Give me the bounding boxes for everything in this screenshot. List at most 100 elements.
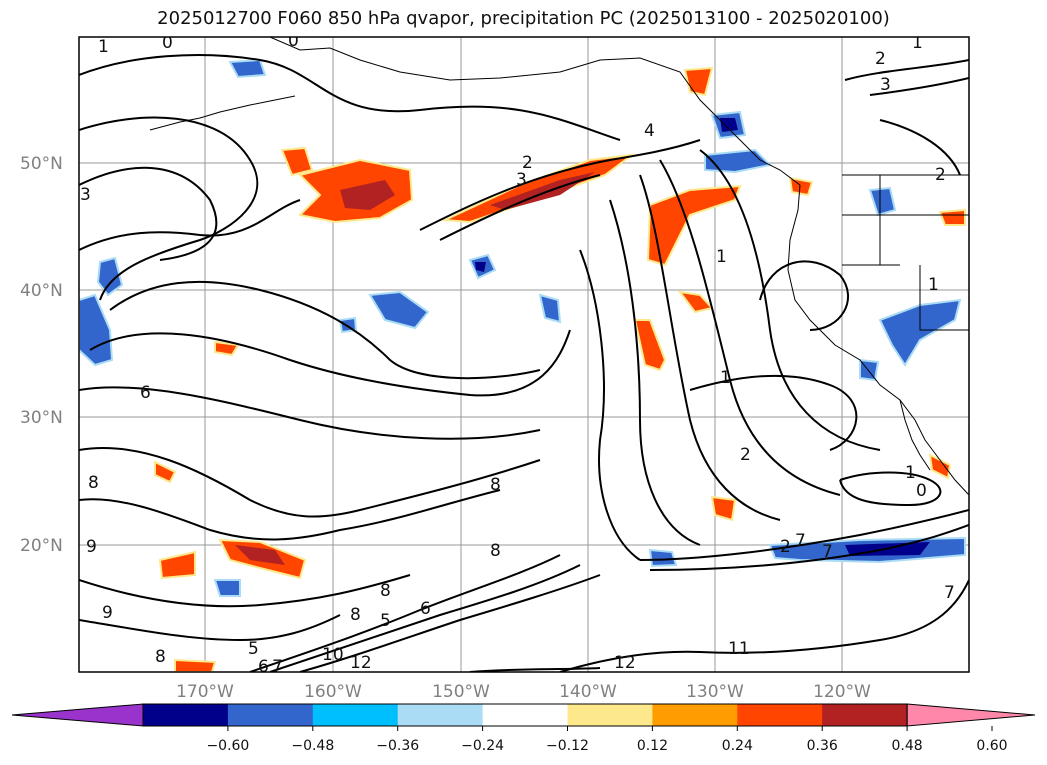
precip-negative-area	[228, 58, 267, 79]
coastlines	[149, 37, 969, 496]
contour-label: 8	[490, 475, 501, 495]
contour-label: 1	[928, 275, 939, 295]
precipitation-shading-negative	[79, 58, 966, 597]
contour-label: 7	[795, 531, 806, 551]
colorbar-frame	[142, 703, 908, 727]
contour-label: 11	[728, 639, 750, 659]
contour-label: 1	[720, 368, 731, 388]
contour-label: 7	[822, 542, 833, 562]
colorbar-tick-label: 0.60	[976, 738, 1007, 754]
latitude-labels: 50°N 40°N 30°N 20°N	[20, 154, 63, 556]
colorbar-tick-label: −0.36	[376, 738, 419, 754]
precip-negative-area	[79, 293, 114, 367]
lat-label: 30°N	[20, 408, 63, 428]
contour-label: 0	[288, 31, 299, 51]
precip-positive-area	[154, 460, 177, 484]
lon-label: 150°W	[432, 682, 490, 702]
contour-label: 9	[102, 603, 113, 623]
colorbar-segment	[312, 704, 399, 726]
contour-label: 2	[935, 165, 946, 185]
colorbar-tick-label: 0.36	[807, 738, 838, 754]
precip-positive-area	[938, 208, 966, 226]
contour-label: 8	[155, 647, 166, 667]
precip-negative-area	[475, 262, 486, 272]
precip-positive-area	[928, 453, 952, 480]
precip-negative-area	[96, 256, 124, 297]
colorbar-tick-label: −0.60	[206, 738, 249, 754]
precip-positive-area	[646, 184, 742, 267]
colorbar-segment	[567, 704, 653, 726]
contour-label: 2	[780, 537, 791, 557]
colorbar-segment	[227, 704, 314, 726]
colorbar-tick-label: 0.48	[892, 738, 923, 754]
contour-label: 1	[912, 33, 923, 53]
contour-label: 3	[80, 185, 91, 205]
colorbar-segment	[397, 704, 484, 726]
precip-positive-area	[280, 146, 314, 177]
contour-label: 10	[322, 645, 344, 665]
colorbar-segment	[822, 704, 908, 726]
contour-label: 2	[740, 445, 751, 465]
contour-label: 8	[350, 605, 361, 625]
precip-negative-area	[213, 579, 241, 597]
contour-label: 8	[490, 541, 501, 561]
precip-strong-core	[490, 172, 595, 210]
lon-label: 170°W	[176, 682, 234, 702]
us-state-borders	[842, 174, 969, 331]
contour-label: 1	[905, 463, 916, 483]
contour-label: 2	[522, 153, 533, 173]
contour-label: 5	[248, 639, 259, 659]
precip-positive-area	[788, 176, 814, 197]
lat-label: 20°N	[20, 536, 63, 556]
precip-positive-area	[158, 550, 196, 580]
contour-label: 8	[88, 473, 99, 493]
contour-label: 8	[380, 581, 391, 601]
lon-label: 120°W	[813, 682, 871, 702]
lon-label: 130°W	[686, 682, 744, 702]
map-title: 2025012700 F060 850 hPa qvapor, precipit…	[157, 8, 890, 29]
precip-negative-area	[538, 293, 562, 324]
precip-negative-area	[648, 548, 678, 568]
colorbar-tick-label: 0.24	[722, 738, 753, 754]
lat-label: 50°N	[20, 154, 63, 174]
contour-label: 7	[944, 583, 955, 603]
contour-label: 3	[880, 75, 891, 95]
colorbar-tick-label: −0.48	[291, 738, 334, 754]
colorbar: −0.60 −0.48 −0.36 −0.24 −0.12 0.12 0.24 0.36 0.4…	[11, 703, 1036, 754]
precip-negative-area	[720, 118, 738, 132]
colorbar-segment	[652, 704, 738, 726]
contour-labels: 1 0 0 1 2 3 3 2 4 2 3 1 1 2 6 8 9 8 8 9	[80, 31, 955, 677]
contour-label: 12	[350, 653, 372, 673]
precip-positive-area	[710, 495, 737, 522]
baja-california	[899, 399, 931, 471]
colorbar-extend-low	[11, 703, 144, 727]
qvapor-contours	[79, 54, 969, 672]
map-panel: 1 0 0 1 2 3 3 2 4 2 3 1 1 2 6 8 9 8 8 9	[78, 31, 970, 677]
precip-strong-core	[340, 180, 395, 210]
contour-label: 1	[716, 247, 727, 267]
contour-label: 9	[86, 537, 97, 557]
lat-label: 40°N	[20, 281, 63, 301]
contour-label: 6	[258, 657, 269, 677]
contour-label: 4	[644, 121, 655, 141]
precip-negative-area	[368, 290, 430, 330]
precip-positive-area	[214, 340, 240, 357]
precip-negative-area	[868, 186, 897, 217]
contour-label: 3	[516, 170, 527, 190]
contour-label: 6	[140, 383, 151, 403]
colorbar-tick-label: −0.24	[461, 738, 504, 754]
contour-label: 5	[380, 611, 391, 631]
precip-positive-area	[633, 319, 667, 372]
map-frame	[78, 36, 970, 673]
north-america-west-coast	[787, 184, 969, 496]
contour-label: 0	[916, 481, 927, 501]
precip-positive-area	[174, 658, 217, 672]
lon-label: 160°W	[304, 682, 362, 702]
contour-label: 2	[875, 49, 886, 69]
longitude-labels: 170°W 160°W 150°W 140°W 130°W 120°W	[176, 682, 871, 702]
lon-label: 140°W	[559, 682, 617, 702]
colorbar-segment	[737, 704, 823, 726]
precipitation-shading	[154, 66, 966, 672]
colorbar-tick-label: 0.12	[637, 738, 668, 754]
